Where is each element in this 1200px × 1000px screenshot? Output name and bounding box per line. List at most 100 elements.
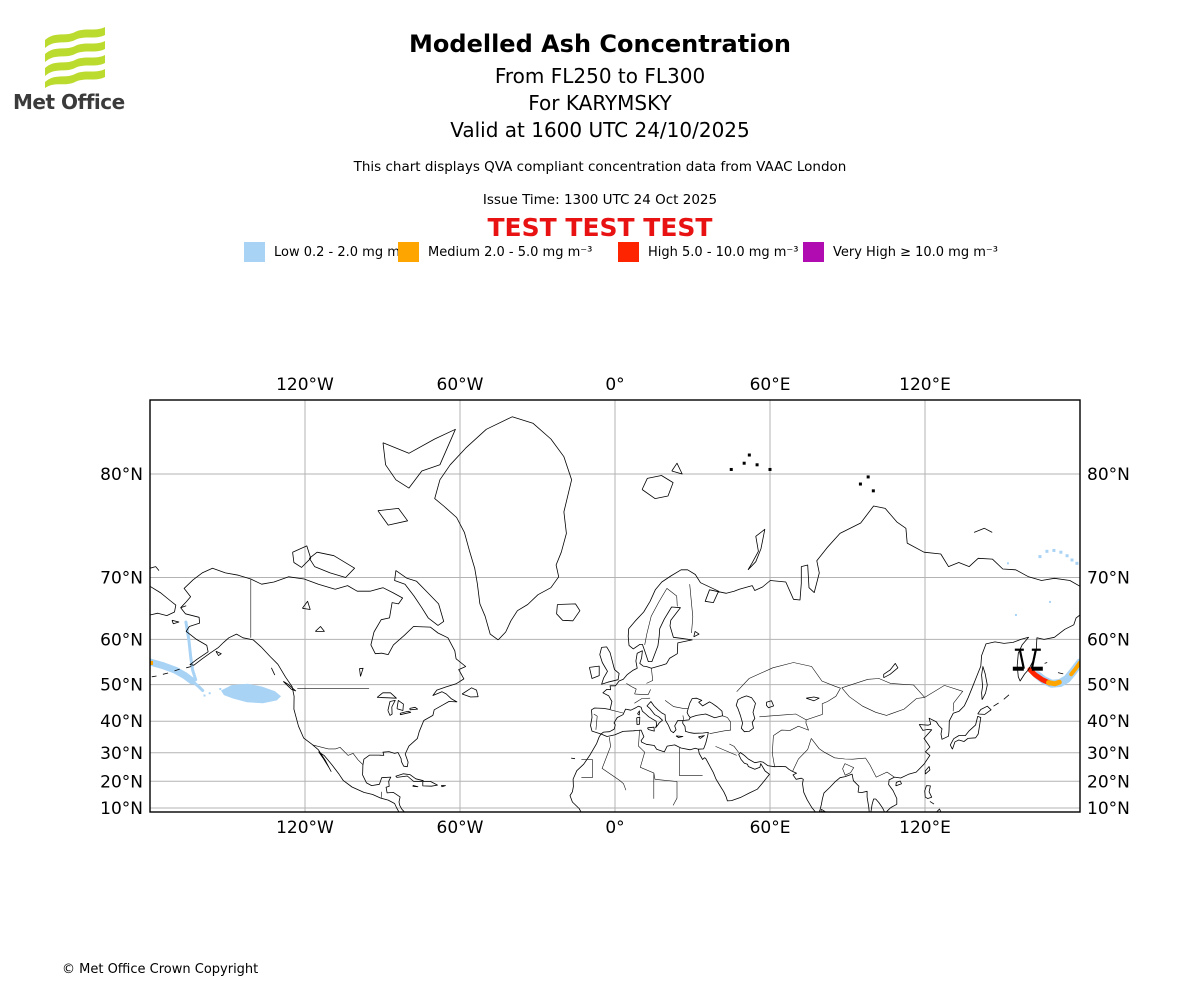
lat-tick-right: 10°N	[1087, 799, 1130, 819]
map-tick-labels: 120°W 120°W 60°W 60°W 0° 0° 60°E 60°E 120°E 120°E…	[100, 375, 1130, 838]
ash-dot-low	[224, 691, 227, 694]
border-path	[638, 730, 678, 782]
coastline-path	[422, 781, 438, 787]
coastline-path	[675, 735, 684, 738]
border-path	[634, 697, 651, 704]
coastline-path	[171, 619, 180, 625]
volcano-marker	[1012, 648, 1043, 671]
coastline-path	[735, 695, 756, 733]
legend-swatch-high	[618, 242, 639, 262]
lon-tick-top: 120°W	[276, 375, 334, 395]
coastline-path	[818, 773, 870, 812]
lat-tick-right: 70°N	[1087, 569, 1130, 589]
coastline-path	[569, 729, 699, 812]
coastline-path	[292, 545, 312, 568]
coastline-path	[637, 710, 640, 716]
coastline-path	[1044, 662, 1048, 664]
legend-swatch-low	[244, 242, 265, 262]
coastline-path	[215, 650, 222, 656]
border-path	[773, 688, 841, 736]
coastline-path	[924, 785, 933, 799]
lon-tick-top: 120°E	[899, 375, 951, 395]
legend: Low 0.2 - 2.0 mg m⁻³ Medium 2.0 - 5.0 mg …	[0, 241, 1200, 267]
ash-dot-low	[1070, 558, 1074, 562]
ash-dot-low	[203, 694, 206, 697]
border-path	[312, 744, 364, 765]
coastline-path	[895, 780, 902, 787]
coastline-path	[150, 585, 177, 616]
coastline-path	[180, 605, 400, 812]
ash-dot-low	[1049, 600, 1052, 603]
valid-time-subtitle: Valid at 1600 UTC 24/10/2025	[450, 118, 750, 142]
lat-tick-right: 60°N	[1087, 630, 1130, 650]
coastline-path	[395, 773, 424, 782]
border-path	[771, 735, 775, 767]
coastline-path	[409, 706, 418, 711]
ash-dot-low	[1065, 554, 1069, 558]
coastline-path	[993, 702, 999, 707]
lat-tick-left: 80°N	[100, 465, 143, 485]
border-path	[709, 715, 731, 734]
coastline-path	[441, 785, 446, 788]
coastline-path	[870, 798, 885, 812]
coastline-path	[186, 666, 192, 669]
border-path	[811, 738, 866, 760]
border-path	[664, 700, 688, 709]
lon-tick-bottom: 120°E	[899, 818, 951, 838]
legend-swatch-very_high	[803, 242, 824, 262]
border-path	[792, 738, 812, 772]
border-path	[729, 743, 739, 753]
island-dots	[729, 453, 875, 493]
coastline-path	[382, 428, 456, 489]
flight-level-subtitle: From FL250 to FL300	[494, 64, 706, 88]
lat-tick-left: 50°N	[100, 676, 143, 696]
lat-tick-right: 40°N	[1087, 712, 1130, 732]
copyright-text: © Met Office Crown Copyright	[62, 962, 259, 977]
coastline-path	[1057, 672, 1064, 675]
coastline-path	[461, 687, 479, 698]
coastline-path	[766, 700, 774, 709]
coastline-path	[556, 603, 581, 622]
page-title: Modelled Ash Concentration	[409, 30, 791, 58]
logo-wordmark: Met Office	[13, 90, 125, 114]
coastline-path	[150, 566, 160, 571]
border-path	[736, 662, 841, 692]
border-path	[715, 746, 737, 756]
border-path	[759, 713, 807, 721]
coastline-path	[886, 614, 1080, 812]
border-path	[924, 685, 964, 712]
border-path	[666, 588, 678, 607]
test-banner: TEST TEST TEST	[487, 213, 713, 242]
lon-tick-top: 60°E	[750, 375, 791, 395]
coastline-path	[641, 475, 674, 499]
coastline-path	[151, 675, 157, 678]
lat-tick-right: 20°N	[1087, 772, 1130, 792]
coastline-path	[883, 663, 899, 679]
lat-tick-left: 30°N	[100, 744, 143, 764]
coastline-path	[590, 505, 1080, 735]
border-path	[581, 759, 593, 778]
ash-dot-low	[1014, 613, 1017, 616]
border-path	[610, 709, 624, 714]
border-path	[842, 763, 855, 776]
coastline-path	[359, 667, 364, 677]
issue-time-text: Issue Time: 1300 UTC 24 Oct 2025	[482, 192, 718, 208]
coastline-path	[271, 667, 276, 676]
border-path	[689, 584, 694, 634]
legend-label-high: High 5.0 - 10.0 mg m⁻³	[648, 245, 799, 260]
coastline-path	[283, 681, 297, 692]
coastline-path	[1003, 694, 1010, 700]
legend-label-low: Low 0.2 - 2.0 mg m⁻³	[274, 245, 412, 260]
volcano-subtitle: For KARYMSKY	[528, 91, 672, 115]
coastline-path	[377, 508, 408, 526]
border-path	[682, 715, 684, 720]
coastline-path	[174, 668, 180, 672]
country-borders	[250, 579, 964, 806]
coastline-path	[412, 785, 419, 788]
coastline-path	[686, 697, 723, 719]
coastline-path	[387, 700, 396, 716]
lat-tick-left: 10°N	[100, 799, 143, 819]
lat-tick-right: 80°N	[1087, 465, 1130, 485]
lon-tick-top: 60°W	[437, 375, 484, 395]
